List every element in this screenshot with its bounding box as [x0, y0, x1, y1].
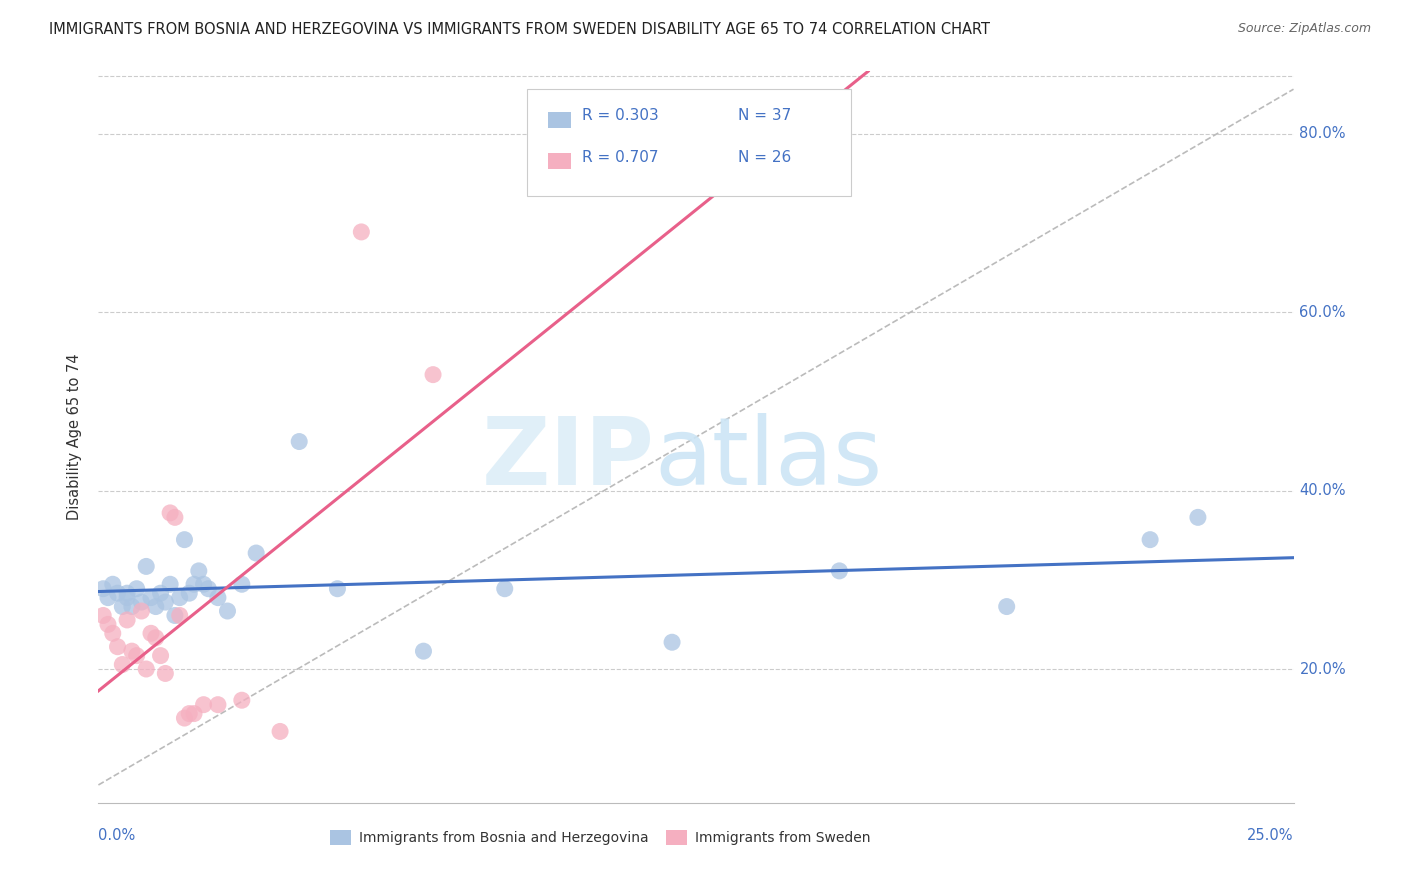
Point: [155, 666, 177, 681]
Point: [97, 591, 120, 605]
Point: [207, 698, 229, 712]
Point: [1187, 510, 1209, 524]
Point: [163, 510, 186, 524]
Point: [111, 657, 134, 672]
Point: [159, 506, 181, 520]
Point: [131, 604, 153, 618]
Text: 60.0%: 60.0%: [1299, 305, 1346, 319]
Point: [179, 586, 201, 600]
Point: [115, 591, 138, 605]
Point: [197, 582, 219, 596]
Point: [193, 698, 215, 712]
Text: atlas: atlas: [654, 413, 883, 505]
Point: [207, 591, 229, 605]
Point: [422, 368, 444, 382]
Point: [97, 617, 120, 632]
Point: [101, 577, 124, 591]
Point: [231, 577, 253, 591]
Point: [131, 595, 153, 609]
Point: [115, 613, 138, 627]
Point: [135, 662, 157, 676]
Point: [217, 604, 239, 618]
Point: [101, 626, 124, 640]
Point: [115, 586, 138, 600]
Text: N = 26: N = 26: [738, 151, 792, 165]
Text: 0.0%: 0.0%: [98, 828, 135, 843]
Point: [179, 706, 201, 721]
Point: [91, 582, 114, 596]
Point: [245, 546, 267, 560]
Text: ZIP: ZIP: [481, 413, 654, 505]
Point: [139, 591, 162, 605]
Point: [661, 635, 683, 649]
Text: 80.0%: 80.0%: [1299, 127, 1346, 141]
Point: [288, 434, 311, 449]
Text: N = 37: N = 37: [738, 109, 792, 123]
Point: [121, 644, 143, 658]
Point: [149, 648, 172, 663]
Text: 20.0%: 20.0%: [1299, 662, 1346, 676]
Point: [145, 599, 167, 614]
Point: [107, 640, 129, 654]
Text: 40.0%: 40.0%: [1299, 483, 1346, 498]
Point: [91, 608, 114, 623]
Point: [350, 225, 373, 239]
Point: [183, 577, 205, 591]
Text: Source: ZipAtlas.com: Source: ZipAtlas.com: [1237, 22, 1371, 36]
Point: [125, 582, 148, 596]
Point: [494, 582, 516, 596]
Point: [121, 599, 143, 614]
Point: [326, 582, 349, 596]
Y-axis label: Disability Age 65 to 74: Disability Age 65 to 74: [67, 354, 83, 520]
Point: [169, 591, 191, 605]
Point: [269, 724, 291, 739]
Point: [1139, 533, 1161, 547]
Legend: Immigrants from Bosnia and Herzegovina, Immigrants from Sweden: Immigrants from Bosnia and Herzegovina, …: [325, 824, 876, 851]
Point: [173, 711, 195, 725]
Point: [183, 706, 205, 721]
Point: [139, 626, 162, 640]
Point: [163, 608, 186, 623]
Point: [111, 599, 134, 614]
Point: [125, 648, 148, 663]
Point: [173, 533, 195, 547]
Point: [155, 595, 177, 609]
Point: [169, 608, 191, 623]
Point: [995, 599, 1018, 614]
Point: [107, 586, 129, 600]
Text: R = 0.707: R = 0.707: [582, 151, 658, 165]
Text: IMMIGRANTS FROM BOSNIA AND HERZEGOVINA VS IMMIGRANTS FROM SWEDEN DISABILITY AGE : IMMIGRANTS FROM BOSNIA AND HERZEGOVINA V…: [49, 22, 990, 37]
Point: [135, 559, 157, 574]
Point: [145, 631, 167, 645]
Point: [193, 577, 215, 591]
Point: [187, 564, 209, 578]
Point: [828, 564, 851, 578]
Point: [231, 693, 253, 707]
Text: 25.0%: 25.0%: [1247, 828, 1294, 843]
Text: R = 0.303: R = 0.303: [582, 109, 659, 123]
Point: [149, 586, 172, 600]
Point: [412, 644, 434, 658]
Point: [159, 577, 181, 591]
